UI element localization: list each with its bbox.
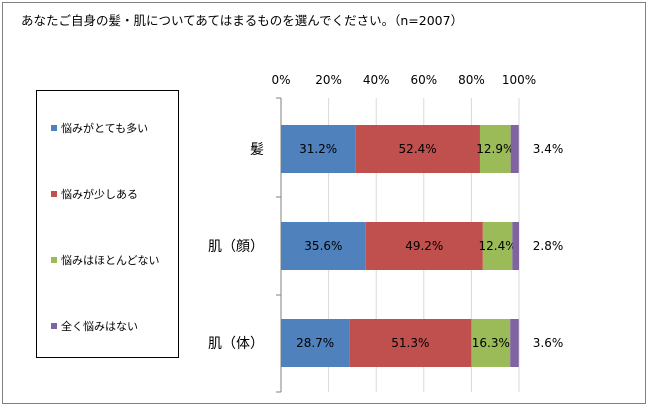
data-label: 3.6% bbox=[533, 336, 564, 350]
bar-segment bbox=[510, 125, 519, 173]
bar-segment bbox=[349, 319, 472, 367]
bar-segment bbox=[510, 319, 519, 367]
x-tick-label: 20% bbox=[315, 73, 342, 87]
data-label: 35.6% bbox=[304, 239, 342, 253]
legend-label: 悩みが少しある bbox=[61, 188, 138, 201]
data-label: 2.8% bbox=[533, 239, 564, 253]
legend-swatch bbox=[51, 323, 57, 329]
data-label: 49.2% bbox=[405, 239, 443, 253]
bar-segment bbox=[281, 319, 350, 367]
legend-item-very-many: 悩みがとても多い bbox=[51, 120, 148, 136]
bar-segment bbox=[482, 222, 513, 270]
category-label: 肌（顔） bbox=[208, 239, 264, 255]
bar-segment bbox=[281, 222, 366, 270]
x-tick-label: 100% bbox=[502, 73, 536, 87]
data-label: 28.7% bbox=[296, 336, 334, 350]
bar-segment bbox=[281, 125, 356, 173]
bar-segment bbox=[365, 222, 483, 270]
legend-swatch bbox=[51, 191, 57, 197]
legend-label: 悩みはほとんどない bbox=[61, 254, 160, 267]
legend-label: 全く悩みはない bbox=[61, 320, 138, 333]
x-tick-label: 60% bbox=[410, 73, 437, 87]
legend-item-few: 悩みはほとんどない bbox=[51, 252, 159, 268]
data-label: 16.3% bbox=[472, 336, 510, 350]
x-tick-label: 80% bbox=[458, 73, 485, 87]
legend-swatch bbox=[51, 125, 57, 131]
x-tick-label: 40% bbox=[363, 73, 390, 87]
legend-swatch bbox=[51, 257, 57, 263]
chart-title: あなたご自身の髪・肌についてあてはまるものを選んでください。（n=2007） bbox=[21, 13, 464, 28]
legend-label: 悩みがとても多い bbox=[61, 122, 149, 135]
bar-segment bbox=[512, 222, 519, 270]
legend-item-none: 全く悩みはない bbox=[51, 318, 138, 334]
data-label: 31.2% bbox=[299, 142, 337, 156]
data-label: 51.3% bbox=[391, 336, 429, 350]
legend-item-some: 悩みが少しある bbox=[51, 186, 138, 202]
data-label: 12.4% bbox=[479, 239, 517, 253]
category-label: 肌（体） bbox=[208, 336, 264, 352]
bar-segment bbox=[471, 319, 511, 367]
data-label: 3.4% bbox=[533, 142, 564, 156]
category-label: 髪 bbox=[250, 142, 264, 158]
data-label: 12.9% bbox=[476, 142, 514, 156]
data-label: 52.4% bbox=[399, 142, 437, 156]
x-tick-label: 0% bbox=[271, 73, 290, 87]
bar-segment bbox=[355, 125, 480, 173]
bar-segment bbox=[479, 125, 511, 173]
legend: 悩みがとても多い 悩みが少しある 悩みはほとんどない 全く悩みはない bbox=[36, 90, 179, 358]
